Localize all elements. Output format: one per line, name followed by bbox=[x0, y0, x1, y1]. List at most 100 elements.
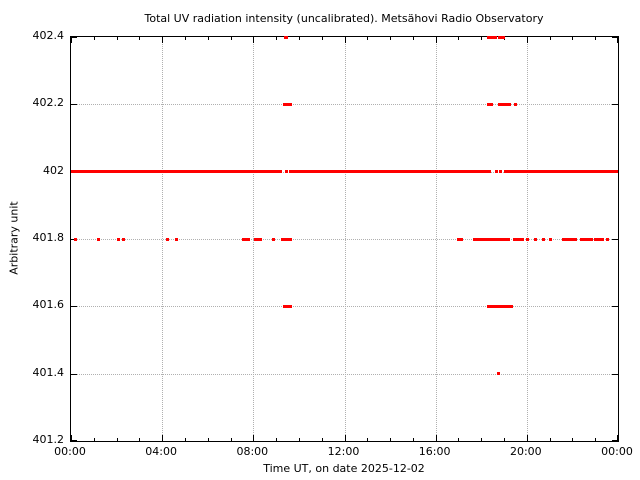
y-tick-left bbox=[71, 37, 77, 38]
data-point bbox=[520, 237, 524, 241]
data-point bbox=[566, 237, 570, 241]
data-point bbox=[492, 304, 496, 308]
x-tick-top bbox=[458, 37, 460, 40]
x-tick-top bbox=[162, 37, 164, 43]
x-tick-label: 12:00 bbox=[327, 445, 360, 458]
x-tick-bottom bbox=[93, 438, 95, 441]
data-point bbox=[493, 35, 497, 39]
uv-baseline-402-segment bbox=[71, 170, 283, 174]
x-tick-label: 16:00 bbox=[418, 445, 451, 458]
x-tick-bottom bbox=[481, 438, 483, 441]
x-tick-top bbox=[504, 37, 506, 40]
data-point bbox=[598, 237, 602, 241]
x-tick-bottom bbox=[116, 438, 118, 441]
data-point bbox=[489, 102, 493, 106]
x-tick-top bbox=[253, 37, 255, 43]
x-tick-bottom bbox=[253, 435, 255, 441]
x-tick-bottom bbox=[572, 438, 574, 441]
y-tick-label: 401.8 bbox=[32, 231, 65, 244]
data-point bbox=[244, 237, 248, 241]
y-tick-label: 402.4 bbox=[32, 29, 65, 42]
y-tick-label: 401.4 bbox=[32, 365, 65, 379]
x-tick-bottom bbox=[526, 435, 528, 441]
data-point bbox=[487, 237, 491, 241]
chart-title: Total UV radiation intensity (uncalibrat… bbox=[144, 12, 544, 25]
data-point bbox=[497, 102, 501, 106]
x-tick-top bbox=[435, 37, 437, 43]
x-tick-bottom bbox=[549, 438, 551, 441]
data-point bbox=[514, 102, 518, 106]
data-point bbox=[499, 304, 503, 308]
uv-baseline-402-segment bbox=[499, 170, 503, 174]
y-tick-right bbox=[612, 37, 618, 38]
data-point bbox=[569, 237, 573, 241]
horizontal-gridline bbox=[71, 104, 618, 106]
data-point bbox=[288, 102, 292, 106]
data-point bbox=[280, 237, 284, 241]
data-point bbox=[284, 304, 288, 308]
x-tick-top bbox=[344, 37, 346, 43]
x-tick-top bbox=[230, 37, 232, 40]
data-point bbox=[518, 237, 522, 241]
data-point bbox=[287, 237, 291, 241]
data-point bbox=[487, 102, 491, 106]
data-point bbox=[288, 304, 292, 308]
data-point bbox=[491, 237, 495, 241]
y-tick-left bbox=[71, 306, 77, 308]
x-tick-bottom bbox=[595, 438, 597, 441]
x-tick-bottom bbox=[139, 438, 141, 441]
data-point bbox=[284, 102, 288, 106]
data-point bbox=[486, 304, 490, 308]
x-tick-bottom bbox=[435, 435, 437, 441]
y-tick-right bbox=[612, 306, 618, 308]
x-tick-top bbox=[367, 37, 369, 40]
data-point bbox=[272, 237, 276, 241]
data-point bbox=[541, 237, 545, 241]
data-point bbox=[497, 35, 501, 39]
x-tick-top bbox=[321, 37, 323, 40]
data-point bbox=[507, 304, 511, 308]
x-tick-bottom bbox=[321, 438, 323, 441]
data-point bbox=[596, 237, 600, 241]
x-axis-label: Time UT, on date 2025-12-02 bbox=[263, 462, 425, 475]
y-tick-label: 401.2 bbox=[32, 433, 65, 446]
data-point bbox=[282, 304, 286, 308]
horizontal-gridline bbox=[71, 239, 618, 240]
y-tick-label: 402 bbox=[43, 163, 64, 177]
data-point bbox=[489, 35, 493, 39]
data-point bbox=[485, 237, 489, 241]
x-tick-bottom bbox=[71, 435, 72, 441]
x-tick-label: 00:00 bbox=[54, 445, 86, 458]
data-point bbox=[286, 102, 290, 106]
y-tick-right bbox=[612, 104, 618, 106]
data-point bbox=[483, 237, 487, 241]
data-point bbox=[509, 304, 513, 308]
x-tick-top bbox=[276, 37, 278, 40]
x-tick-bottom bbox=[412, 438, 414, 441]
data-point bbox=[499, 35, 503, 39]
data-point bbox=[579, 237, 583, 241]
horizontal-gridline bbox=[71, 306, 618, 308]
x-tick-top bbox=[572, 37, 574, 40]
data-point bbox=[501, 304, 505, 308]
data-point bbox=[507, 102, 511, 106]
data-point bbox=[507, 237, 511, 241]
uv-baseline-402-segment bbox=[494, 170, 498, 174]
data-point bbox=[476, 237, 480, 241]
y-tick-right bbox=[612, 239, 618, 240]
uv-baseline-402-segment bbox=[504, 170, 618, 174]
x-tick-top bbox=[412, 37, 414, 40]
x-tick-top bbox=[184, 37, 186, 40]
data-point bbox=[286, 304, 290, 308]
data-point bbox=[488, 304, 492, 308]
data-point bbox=[165, 237, 169, 241]
plot-area bbox=[70, 35, 619, 442]
data-point bbox=[495, 237, 499, 241]
x-tick-bottom bbox=[458, 438, 460, 441]
uv-baseline-402-segment bbox=[285, 170, 289, 174]
data-point bbox=[459, 237, 463, 241]
data-point bbox=[581, 237, 585, 241]
data-point bbox=[254, 237, 258, 241]
data-point bbox=[500, 237, 504, 241]
